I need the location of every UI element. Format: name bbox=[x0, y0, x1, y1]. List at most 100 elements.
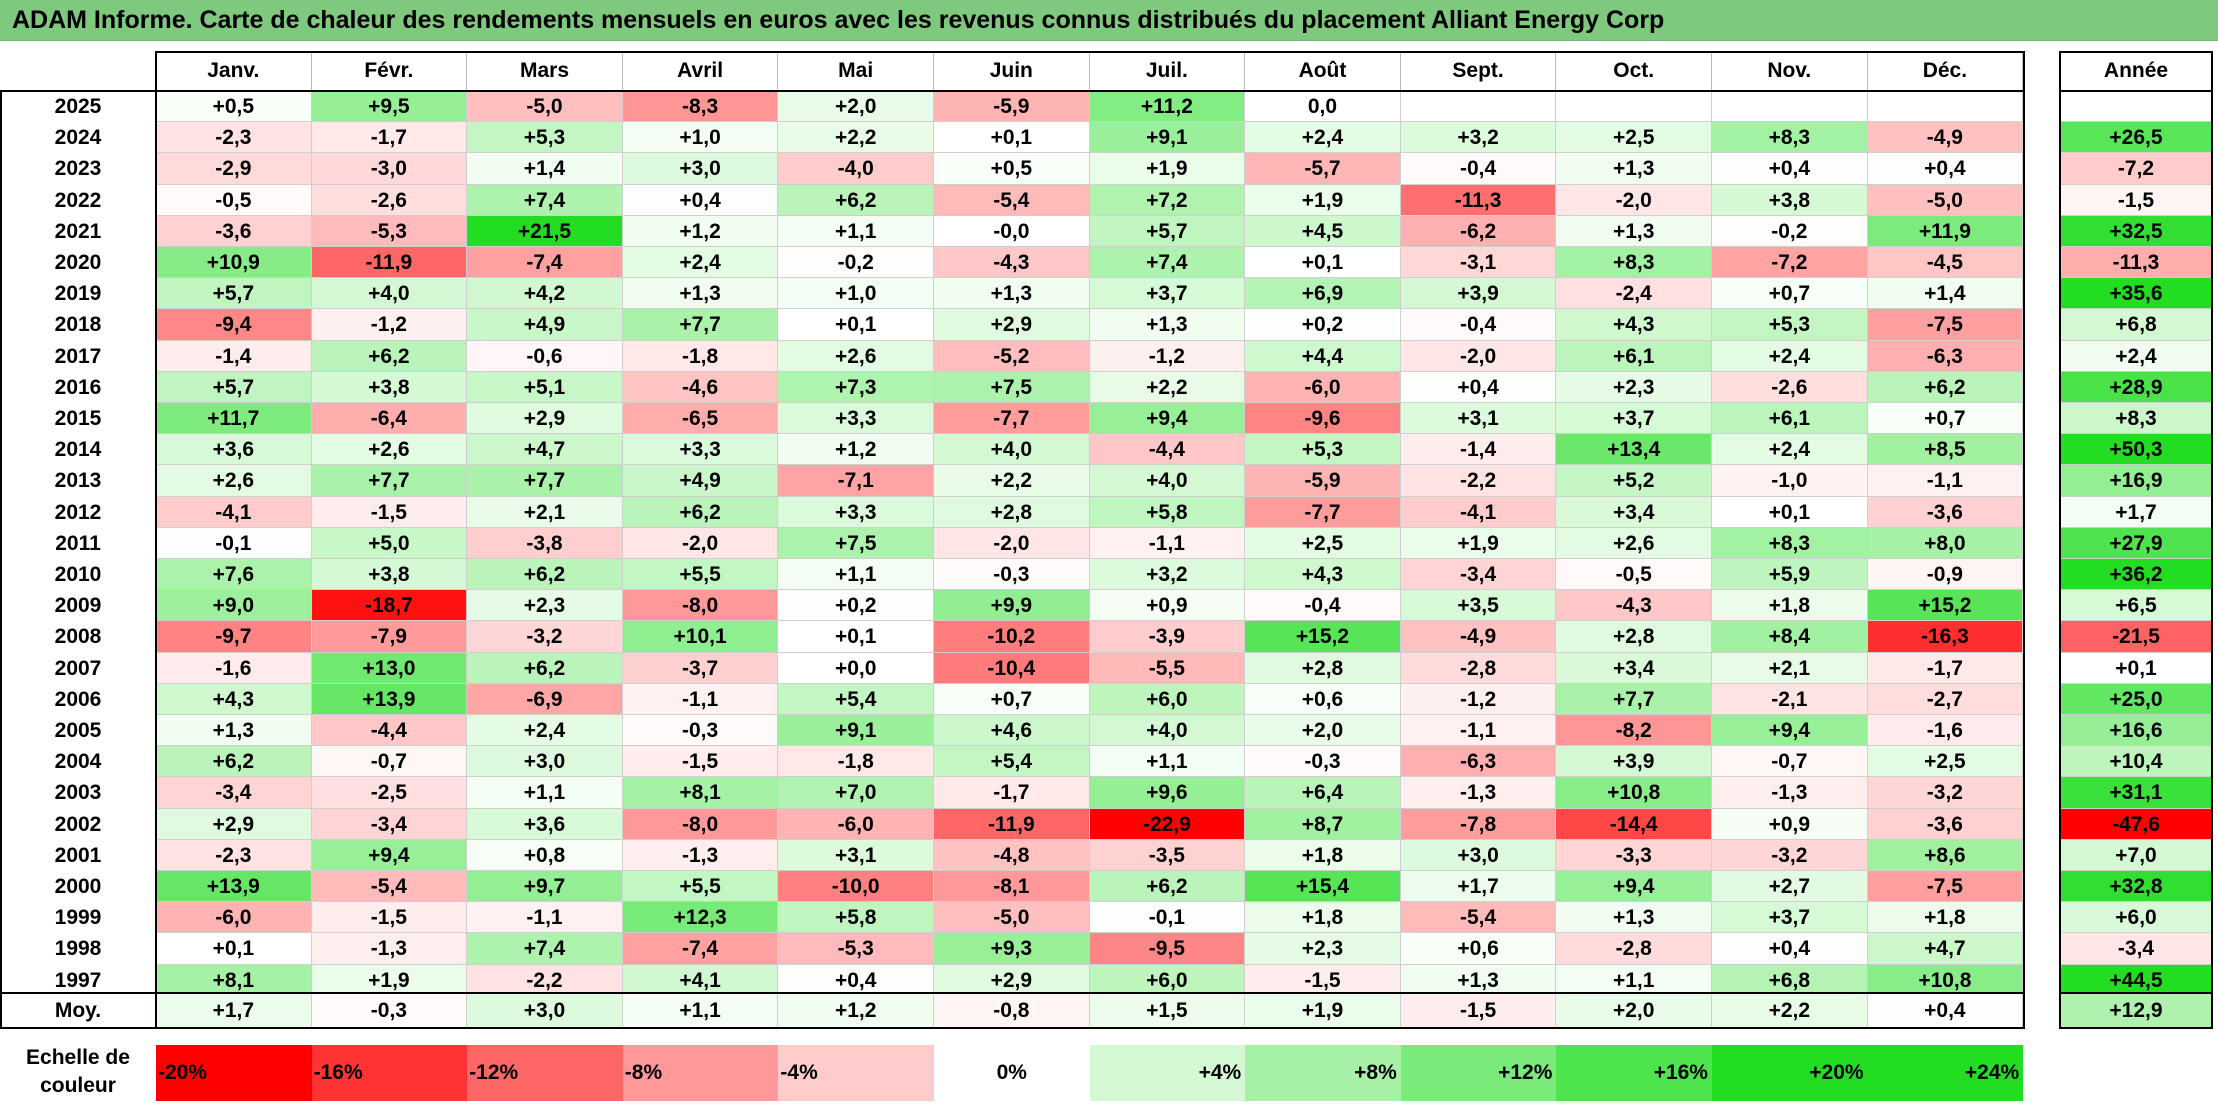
year-label: 2013 bbox=[0, 465, 156, 497]
heatmap-cell: +2,4 bbox=[467, 715, 623, 747]
heatmap-cell: -2,9 bbox=[156, 153, 312, 185]
heatmap-cell: +5,4 bbox=[778, 683, 934, 715]
annual-cell: +44,5 bbox=[2060, 964, 2212, 996]
heatmap-cell: +0,4 bbox=[1712, 933, 1868, 965]
heatmap-cell: +3,7 bbox=[1712, 902, 1868, 934]
heatmap-cell: +1,3 bbox=[1400, 964, 1557, 996]
heatmap-cell: +0,8 bbox=[467, 839, 623, 871]
year-label: 2011 bbox=[0, 527, 156, 559]
heatmap-cell: -4,5 bbox=[1867, 247, 2024, 279]
year-label: 2024 bbox=[0, 122, 156, 154]
year-label: 2001 bbox=[0, 839, 156, 871]
heatmap-cell: -3,9 bbox=[1089, 621, 1246, 653]
color-scale-item: -12% bbox=[467, 1045, 623, 1101]
heatmap-cell: +6,2 bbox=[1089, 871, 1246, 903]
heatmap-cell: +5,3 bbox=[1712, 309, 1868, 341]
heatmap-cell: +0,6 bbox=[1245, 683, 1401, 715]
heatmap-cell: +3,3 bbox=[622, 434, 779, 466]
heatmap-cell: +3,9 bbox=[1556, 746, 1712, 778]
heatmap-cell: -4,9 bbox=[1867, 122, 2024, 154]
heatmap-cell: +0,1 bbox=[778, 309, 934, 341]
year-label: 2005 bbox=[0, 715, 156, 747]
heatmap-cell: -11,9 bbox=[934, 808, 1090, 840]
heatmap-cell: -7,5 bbox=[1867, 309, 2024, 341]
heatmap-cell: -7,4 bbox=[622, 933, 779, 965]
month-header-1: Janv. bbox=[156, 52, 312, 90]
heatmap-cell: -1,1 bbox=[1867, 465, 2024, 497]
month-header-8: Août bbox=[1245, 52, 1401, 90]
heatmap-cell: -4,4 bbox=[1089, 434, 1246, 466]
heatmap-cell: +3,1 bbox=[1400, 403, 1557, 435]
heatmap-cell: -1,5 bbox=[311, 496, 468, 528]
year-label: 2004 bbox=[0, 746, 156, 778]
heatmap-cell: +1,3 bbox=[1089, 309, 1246, 341]
heatmap-cell: -7,1 bbox=[778, 465, 934, 497]
heatmap-cell: -6,4 bbox=[311, 403, 468, 435]
annual-cell: +27,9 bbox=[2060, 527, 2212, 559]
year-label: 2020 bbox=[0, 247, 156, 279]
heatmap-cell: +2,5 bbox=[1556, 122, 1712, 154]
heatmap-cell: +3,3 bbox=[778, 496, 934, 528]
heatmap-cell: +21,5 bbox=[467, 215, 623, 247]
heatmap-cell: +0,2 bbox=[778, 590, 934, 622]
heatmap-cell: +6,2 bbox=[156, 746, 312, 778]
heatmap-cell: -1,3 bbox=[622, 839, 779, 871]
heatmap-cell: +9,1 bbox=[778, 715, 934, 747]
average-cell: +1,7 bbox=[156, 994, 312, 1028]
heatmap-cell: -2,3 bbox=[156, 122, 312, 154]
heatmap-cell: -8,0 bbox=[622, 808, 779, 840]
heatmap-cell: -2,0 bbox=[622, 527, 779, 559]
heatmap-cell: -0,1 bbox=[156, 527, 312, 559]
heatmap-cell: +10,8 bbox=[1867, 964, 2024, 996]
annual-cell: +10,4 bbox=[2060, 746, 2212, 778]
heatmap-cell: -0,2 bbox=[778, 247, 934, 279]
color-scale-item: +4% bbox=[1089, 1045, 1246, 1101]
heatmap-cell: +0,7 bbox=[1867, 403, 2024, 435]
heatmap-cell: +3,6 bbox=[156, 434, 312, 466]
heatmap-cell: +15,2 bbox=[1245, 621, 1401, 653]
heatmap-cell: -3,1 bbox=[1400, 247, 1557, 279]
average-annual-cell: +12,9 bbox=[2060, 994, 2212, 1028]
heatmap-cell: +1,8 bbox=[1867, 902, 2024, 934]
heatmap-cell: -10,2 bbox=[934, 621, 1090, 653]
heatmap-cell: +2,4 bbox=[1712, 340, 1868, 372]
heatmap-cell: -6,0 bbox=[1245, 371, 1401, 403]
annual-cell: +32,8 bbox=[2060, 871, 2212, 903]
heatmap-cell: +13,9 bbox=[311, 683, 468, 715]
heatmap-cell: +1,1 bbox=[778, 215, 934, 247]
heatmap-cell: +6,2 bbox=[467, 652, 623, 684]
title-bar: ADAM Informe. Carte de chaleur des rende… bbox=[0, 0, 2218, 41]
heatmap-cell: -6,3 bbox=[1867, 340, 2024, 372]
heatmap-cell: -2,8 bbox=[1556, 933, 1712, 965]
heatmap-cell: +1,3 bbox=[934, 278, 1090, 310]
heatmap-cell: -0,7 bbox=[1712, 746, 1868, 778]
year-label: 2006 bbox=[0, 683, 156, 715]
heatmap-cell: -3,3 bbox=[1556, 839, 1712, 871]
heatmap-cell: +7,4 bbox=[467, 184, 623, 216]
heatmap-cell: +5,4 bbox=[934, 746, 1090, 778]
heatmap-cell: -1,3 bbox=[1712, 777, 1868, 809]
heatmap-cell: +8,3 bbox=[1712, 527, 1868, 559]
heatmap-cell: +0,4 bbox=[1867, 153, 2024, 185]
month-header-4: Avril bbox=[622, 52, 779, 90]
heatmap-cell: +4,0 bbox=[1089, 465, 1246, 497]
color-scale-item: +12% bbox=[1400, 1045, 1557, 1101]
heatmap-cell: +5,2 bbox=[1556, 465, 1712, 497]
heatmap-cell: +3,1 bbox=[778, 839, 934, 871]
color-scale-item: -20% bbox=[156, 1045, 312, 1101]
heatmap-cell: +2,6 bbox=[311, 434, 468, 466]
heatmap-cell: +1,3 bbox=[1556, 902, 1712, 934]
month-header-9: Sept. bbox=[1400, 52, 1557, 90]
heatmap-cell: +3,8 bbox=[311, 559, 468, 591]
heatmap-cell: +2,0 bbox=[1245, 715, 1401, 747]
heatmap-cell: +1,4 bbox=[1867, 278, 2024, 310]
average-cell: +0,4 bbox=[1867, 994, 2024, 1028]
heatmap-cell: -3,4 bbox=[1400, 559, 1557, 591]
heatmap-cell: +8,7 bbox=[1245, 808, 1401, 840]
heatmap-cell: -1,4 bbox=[1400, 434, 1557, 466]
heatmap-cell: +2,4 bbox=[622, 247, 779, 279]
heatmap-cell: -1,7 bbox=[311, 122, 468, 154]
month-header-12: Déc. bbox=[1867, 52, 2024, 90]
average-cell: +2,0 bbox=[1556, 994, 1712, 1028]
heatmap-cell: +6,2 bbox=[311, 340, 468, 372]
